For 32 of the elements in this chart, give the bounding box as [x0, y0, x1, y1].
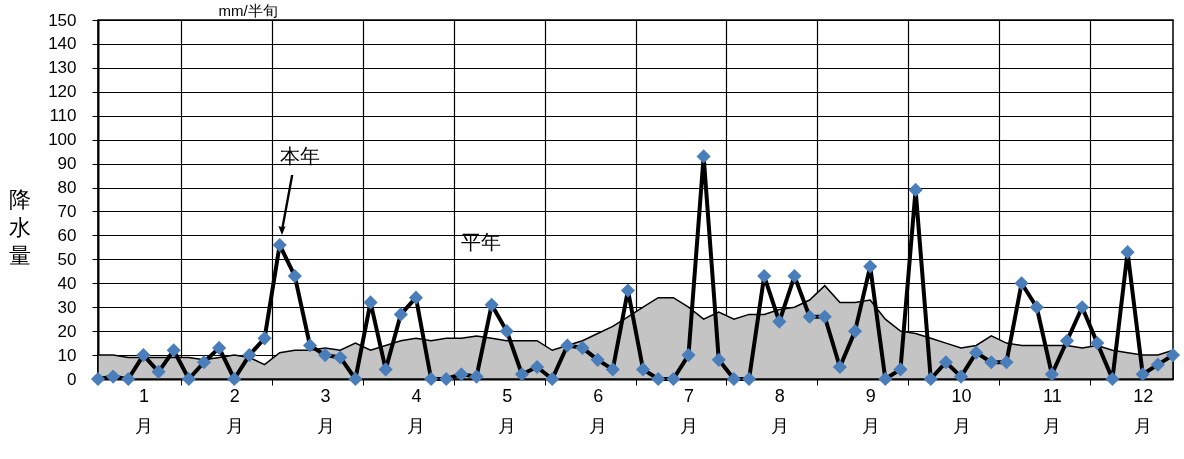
x-tick-label: 5月 — [498, 385, 517, 436]
annotation: 本年 — [280, 145, 320, 167]
x-tick-label: 9月 — [861, 385, 880, 436]
text: mm/半旬 — [218, 2, 278, 19]
x-tick-label: 10月 — [951, 385, 972, 436]
y-tick-label: 110 — [49, 106, 77, 126]
y-tick-label: 140 — [48, 34, 77, 54]
annotation: 平年 — [461, 231, 501, 253]
y-tick-label: 90 — [57, 154, 77, 174]
y-tick-label: 20 — [57, 321, 77, 341]
y-tick-label: 40 — [57, 273, 77, 293]
x-tick-label: 6月 — [589, 385, 608, 436]
y-axis-title: 降水量 — [9, 187, 31, 268]
y-tick-label: 10 — [57, 345, 77, 365]
y-tick-label: 0 — [67, 369, 77, 389]
y-tick-label: 80 — [57, 178, 77, 198]
y-tick-label: 120 — [48, 82, 77, 102]
x-tick-label: 12月 — [1133, 385, 1154, 436]
x-tick-label: 3月 — [316, 385, 335, 436]
y-tick-label: 150 — [48, 10, 77, 30]
x-tick-label: 7月 — [679, 385, 698, 436]
x-tick-label: 1月 — [134, 385, 153, 436]
y-tick-label: 30 — [57, 297, 77, 317]
y-tick-label: 70 — [57, 201, 77, 221]
x-tick-label: 2月 — [225, 385, 244, 436]
y-tick-label: 100 — [48, 130, 77, 150]
y-tick-label: 60 — [57, 225, 77, 245]
y-tick-label: 50 — [57, 249, 77, 269]
y-tick-label: 130 — [48, 58, 77, 78]
x-tick-label: 4月 — [407, 385, 426, 436]
x-tick-label: 8月 — [770, 385, 789, 436]
x-tick-label: 11月 — [1043, 385, 1062, 436]
